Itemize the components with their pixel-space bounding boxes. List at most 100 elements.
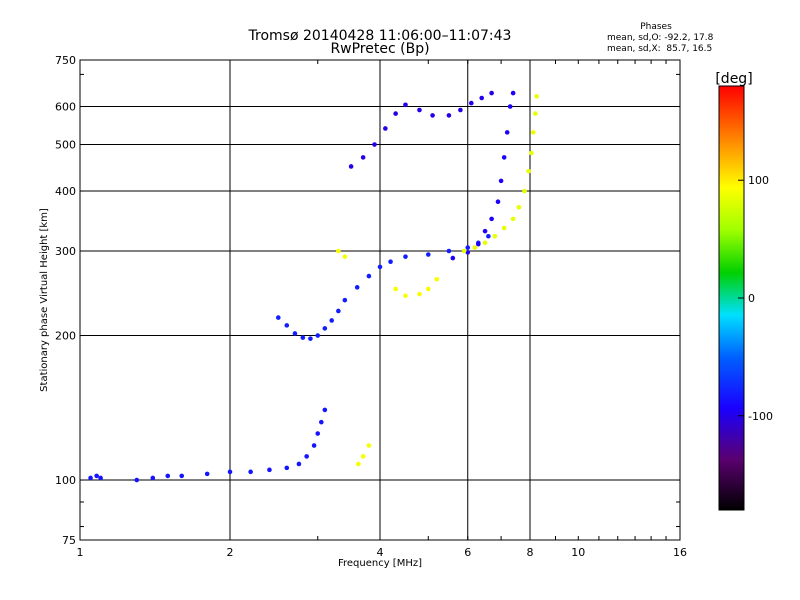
data-point: [322, 407, 328, 413]
chart-subtitle: RwPretec (Bp): [330, 41, 429, 57]
data-point: [165, 473, 171, 479]
data-point: [372, 142, 377, 147]
data-point: [510, 216, 516, 222]
data-point: [482, 240, 488, 246]
data-point: [458, 107, 463, 113]
data-point: [417, 107, 422, 113]
data-point: [526, 168, 531, 174]
x-tick-label: 6: [464, 546, 471, 559]
data-point: [469, 100, 474, 106]
data-point: [98, 475, 103, 481]
data-point: [315, 333, 321, 338]
data-point: [530, 130, 536, 135]
x-tick-label: 1: [77, 546, 84, 559]
colorbar-tick-label: -100: [748, 410, 773, 423]
data-point: [425, 286, 431, 292]
data-point: [430, 113, 435, 118]
data-point: [403, 293, 408, 299]
data-point: [425, 252, 431, 257]
data-point: [366, 273, 372, 279]
data-point: [354, 285, 360, 290]
x-axis-label: Frequency [MHz]: [338, 558, 422, 569]
data-point: [534, 94, 539, 99]
data-point: [417, 291, 422, 297]
data-point: [434, 276, 440, 282]
data-point: [304, 454, 309, 459]
data-point: [482, 228, 488, 234]
y-tick-label: 750: [55, 54, 76, 67]
data-point: [292, 331, 298, 336]
data-point: [403, 254, 408, 259]
data-point: [507, 104, 513, 109]
data-point: [275, 315, 281, 320]
y-tick-label: 400: [55, 185, 76, 198]
data-point: [329, 318, 335, 323]
data-point: [284, 323, 290, 328]
data-point: [529, 150, 534, 156]
data-point: [227, 469, 233, 475]
data-point: [319, 419, 324, 425]
x-tick-label: 8: [527, 546, 534, 559]
data-point: [248, 469, 253, 475]
data-point: [446, 248, 452, 254]
data-point: [348, 164, 354, 169]
data-point: [510, 90, 516, 96]
data-point: [498, 178, 504, 184]
y-tick-label: 75: [62, 534, 76, 547]
data-point: [403, 102, 408, 108]
data-point: [150, 475, 156, 481]
x-tick-label: 10: [571, 546, 585, 559]
data-point: [489, 216, 494, 222]
data-point: [315, 431, 321, 436]
y-tick-label: 500: [55, 139, 76, 152]
colorbar-label: [deg]: [715, 71, 752, 87]
data-point: [479, 95, 485, 101]
data-point: [342, 297, 348, 303]
x-tick-label: 4: [377, 546, 384, 559]
data-point: [495, 199, 501, 205]
y-tick-label: 300: [55, 245, 76, 258]
x-tick-label: 2: [227, 546, 234, 559]
chart-title: Tromsø 20140428 11:06:00–11:07:43: [248, 28, 512, 44]
data-point: [504, 130, 510, 135]
y-axis-label: Stationary phase Virtual Height [km]: [39, 208, 50, 392]
x-tick-labels: 1 2 4 6 8 10 16: [77, 546, 688, 559]
data-point: [465, 245, 471, 250]
y-tick-label: 100: [55, 474, 76, 487]
data-point: [446, 113, 452, 118]
colorbar-tick-label: 0: [748, 292, 755, 305]
axis-ticks: [79, 60, 681, 540]
data-point: [388, 259, 393, 265]
data-point: [533, 111, 538, 116]
stats-x-mode: mean, sd,X: 85.7, 16.5: [607, 44, 712, 54]
data-point: [204, 471, 210, 477]
data-point: [522, 188, 527, 194]
data-point: [393, 111, 398, 116]
y-tick-label: 600: [55, 101, 76, 114]
stats-heading: Phases: [640, 22, 672, 32]
data-point: [360, 454, 366, 459]
colorbar-tick-label: 100: [748, 174, 769, 187]
data-point: [465, 250, 471, 255]
data-point: [179, 473, 185, 479]
data-point: [393, 286, 398, 292]
data-point: [88, 475, 93, 481]
y-tick-label: 200: [55, 330, 76, 343]
data-point: [501, 225, 507, 231]
data-point: [489, 90, 494, 96]
data-point: [461, 248, 467, 254]
stats-o-mode: mean, sd,O: -92.2, 17.8: [607, 33, 714, 43]
x-tick-label: 16: [673, 546, 687, 559]
data-point: [336, 248, 341, 254]
data-point: [472, 245, 478, 250]
data-point: [311, 443, 317, 448]
data-point: [336, 308, 341, 314]
data-point: [476, 241, 481, 247]
data-point: [296, 461, 302, 467]
data-point: [501, 155, 507, 160]
data-point: [308, 336, 313, 341]
data-point: [134, 477, 140, 483]
data-point: [284, 465, 290, 471]
data-point: [377, 264, 383, 270]
data-point: [366, 443, 372, 448]
